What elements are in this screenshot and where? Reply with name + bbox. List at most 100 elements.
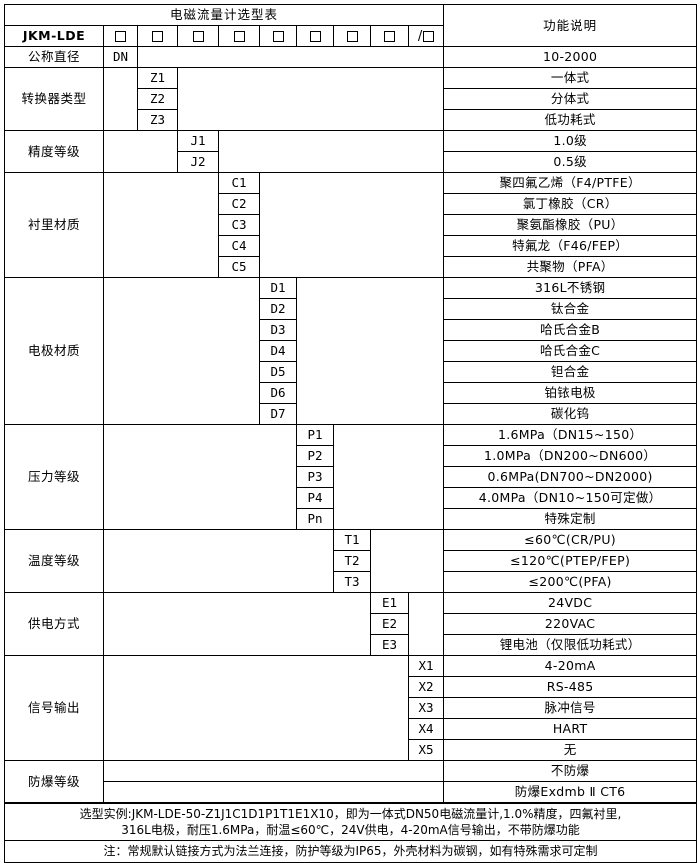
table-title: 电磁流量计选型表 [3, 4, 445, 26]
desc-cell-z2: 分体式 [443, 88, 698, 110]
code-cell-x4[interactable]: X4 [407, 718, 445, 740]
code-cell-d7[interactable]: D7 [259, 403, 297, 425]
spacer-cell [176, 67, 445, 131]
checkbox-empty-icon [192, 30, 204, 42]
spacer-cell [103, 277, 260, 425]
code-cell-c4[interactable]: C4 [218, 235, 260, 257]
code-cell-dn[interactable]: DN [103, 46, 138, 68]
flowmeter-selection-table: 电磁流量计选型表 功能说明 JKM-LDE / 公称直径 DN [3, 4, 698, 803]
general-note-row: 注：常规默认链接方式为法兰连接，防护等级为IP65，外壳材料为碳钢，如有特殊需求… [4, 840, 697, 863]
checkbox-cell-7[interactable] [333, 25, 371, 47]
code-cell-j2[interactable]: J2 [177, 151, 219, 173]
desc-cell-d2: 钛合金 [443, 298, 698, 320]
code-cell-e3[interactable]: E3 [370, 634, 409, 656]
checkbox-cell-2[interactable] [137, 25, 178, 47]
row-nominal-diameter: 公称直径 DN 10-2000 [4, 46, 698, 68]
desc-cell-t2: ≤120℃(PTEP/FEP) [443, 550, 698, 572]
checkbox-cell-3[interactable] [177, 25, 219, 47]
checkbox-cell-1[interactable] [103, 25, 138, 47]
code-cell-c3[interactable]: C3 [218, 214, 260, 236]
code-cell-p3[interactable]: P3 [296, 466, 334, 488]
code-cell-z3[interactable]: Z3 [137, 109, 178, 131]
code-cell-j1[interactable]: J1 [177, 130, 219, 152]
spacer-cell [369, 529, 445, 593]
section-label-explosion-proof: 防爆等级 [4, 760, 104, 803]
code-cell-t2[interactable]: T2 [333, 550, 371, 572]
desc-cell-c5: 共聚物（PFA） [443, 256, 698, 278]
code-cell-x1[interactable]: X1 [407, 655, 445, 677]
row-temperature-rating-t2: T2 ≤120℃(PTEP/FEP) [5, 550, 698, 572]
desc-cell-x5: 无 [443, 739, 698, 761]
desc-cell-explosion-0: 不防爆 [443, 760, 698, 782]
code-cell-pn[interactable]: Pn [296, 508, 334, 530]
desc-cell-x2: RS-485 [443, 676, 698, 698]
desc-cell-z3: 低功耗式 [443, 109, 698, 131]
code-cell-e1[interactable]: E1 [370, 592, 409, 614]
checkbox-empty-icon [423, 30, 435, 42]
checkbox-empty-icon [272, 30, 284, 42]
row-pressure-rating-p1: 压力等级 P1 1.6MPa（DN15~150） [4, 424, 698, 530]
code-cell-d6[interactable]: D6 [259, 382, 297, 404]
row-lining-material-c2: C2 氯丁橡胶（CR） [5, 193, 698, 215]
desc-cell-d4: 哈氏合金C [443, 340, 698, 362]
footer-notes-body: 选型实例:JKM-LDE-50-Z1J1C1D1P1T1E1X10，即为一体式D… [4, 802, 697, 863]
spacer-cell [102, 760, 445, 782]
spacer-cell [103, 592, 371, 656]
row-power-supply-e2: E2 220VAC [5, 613, 698, 635]
desc-cell-x4: HART [443, 718, 698, 740]
desc-cell-d1: 316L不锈钢 [443, 277, 698, 299]
function-description-header: 功能说明 [443, 4, 698, 47]
row-signal-output-x1: 信号输出 X1 4-20mA [4, 655, 698, 761]
code-cell-e2[interactable]: E2 [370, 613, 409, 635]
row-electrode-material-d5: D5 钽合金 [5, 361, 698, 383]
code-cell-t1[interactable]: T1 [333, 529, 371, 551]
code-cell-c1[interactable]: C1 [218, 172, 260, 194]
code-cell-c2[interactable]: C2 [218, 193, 260, 215]
section-label-pressure-rating: 压力等级 [4, 424, 104, 530]
checkbox-cell-9[interactable]: / [407, 25, 445, 47]
checkbox-empty-icon [384, 30, 395, 42]
code-cell-d4[interactable]: D4 [259, 340, 297, 362]
spacer-cell [103, 172, 219, 278]
desc-cell-j2: 0.5级 [443, 151, 698, 173]
checkbox-cell-6[interactable] [296, 25, 334, 47]
code-cell-d5[interactable]: D5 [259, 361, 297, 383]
desc-cell-e1: 24VDC [443, 592, 698, 614]
spacer-cell [407, 592, 445, 656]
desc-cell-p3: 0.6MPa(DN700~DN2000) [443, 466, 698, 488]
row-lining-material-c3: C3 聚氨酯橡胶（PU） [5, 214, 698, 236]
code-cell-z2[interactable]: Z2 [137, 88, 178, 110]
title-row: 电磁流量计选型表 功能说明 [3, 4, 698, 47]
checkbox-cell-5[interactable] [259, 25, 297, 47]
code-cell-t3[interactable]: T3 [333, 571, 371, 593]
row-electrode-material-d1: 电极材质 D1 316L不锈钢 [4, 277, 698, 425]
checkbox-empty-icon [309, 30, 321, 42]
code-cell-x2[interactable]: X2 [407, 676, 445, 698]
spacer-cell [103, 130, 178, 173]
row-electrode-material-d6: D6 铂铱电极 [5, 382, 698, 404]
code-cell-d1[interactable]: D1 [259, 277, 297, 299]
selection-table-sheet: 电磁流量计选型表 功能说明 JKM-LDE / 公称直径 DN [0, 4, 700, 863]
code-cell-x5[interactable]: X5 [407, 739, 445, 761]
desc-cell-d6: 铂铱电极 [443, 382, 698, 404]
code-cell-p4[interactable]: P4 [296, 487, 334, 509]
code-cell-p2[interactable]: P2 [296, 445, 334, 467]
code-cell-d3[interactable]: D3 [259, 319, 297, 341]
desc-cell-x3: 脉冲信号 [443, 697, 698, 719]
section-label-lining-material: 衬里材质 [4, 172, 104, 278]
row-temperature-rating-t1: 温度等级 T1 ≤60℃(CR/PU) [4, 529, 698, 593]
code-cell-c5[interactable]: C5 [218, 256, 260, 278]
row-temperature-rating-t3: T3 ≤200℃(PFA) [5, 571, 698, 593]
code-cell-z1[interactable]: Z1 [137, 67, 178, 89]
spacer-cell [103, 529, 334, 593]
code-cell-d2[interactable]: D2 [259, 298, 297, 320]
checkbox-empty-icon [152, 30, 163, 42]
checkbox-empty-icon [346, 30, 358, 42]
code-cell-x3[interactable]: X3 [407, 697, 445, 719]
row-lining-material-c5: C5 共聚物（PFA） [5, 256, 698, 278]
code-cell-p1[interactable]: P1 [296, 424, 334, 446]
checkbox-cell-4[interactable] [218, 25, 260, 47]
selection-table-body: 电磁流量计选型表 功能说明 JKM-LDE / 公称直径 DN [3, 4, 698, 803]
checkbox-cell-8[interactable] [370, 25, 409, 47]
desc-cell-p4: 4.0MPa（DN10~150可定做） [443, 487, 698, 509]
